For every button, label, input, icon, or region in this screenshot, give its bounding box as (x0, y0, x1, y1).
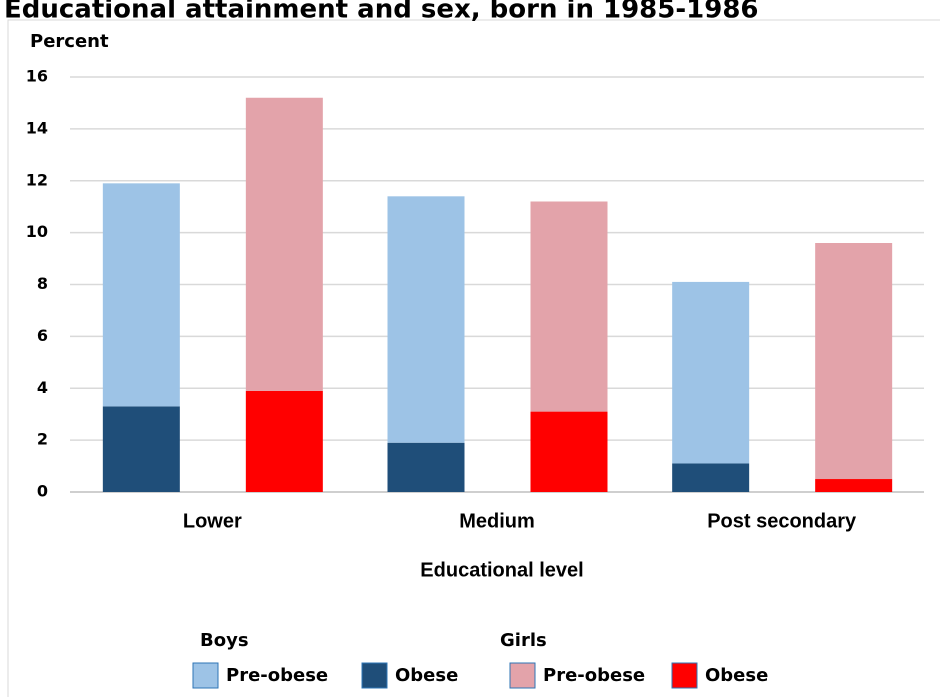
bar-segment (387, 196, 465, 443)
bar-segment (815, 243, 893, 480)
legend-label: Pre-obese (226, 665, 328, 686)
bar-segment (245, 97, 323, 391)
legend-label: Obese (395, 665, 458, 686)
legend-swatch (192, 662, 219, 689)
y-tick-label: 12 (26, 170, 48, 189)
legend-group-label: Girls (500, 630, 547, 651)
legend-label: Obese (705, 665, 768, 686)
bar-segment (530, 201, 608, 412)
y-tick-label: 14 (26, 118, 48, 137)
bar-segment (815, 479, 893, 492)
bar-segment (530, 411, 608, 492)
x-tick-label: Lower (183, 510, 242, 532)
bar-segment (387, 442, 465, 492)
bar-segment (672, 463, 750, 492)
y-tick-label: 6 (37, 326, 48, 345)
bar-segment (245, 390, 323, 492)
x-axis-label: Educational level (420, 559, 583, 581)
y-tick-label: 16 (26, 67, 48, 86)
y-tick-label: 10 (26, 222, 48, 241)
bar-segment (102, 183, 180, 407)
y-tick-label: 8 (37, 274, 48, 293)
y-tick-label: 4 (37, 378, 48, 397)
legend-swatch (509, 662, 536, 689)
legend-label: Pre-obese (543, 665, 645, 686)
bar-segment (102, 406, 180, 492)
legend-swatch (361, 662, 388, 689)
y-tick-label: 2 (37, 430, 48, 449)
chart-title: Educational attainment and sex, born in … (4, 0, 759, 25)
x-tick-label: Post secondary (707, 510, 857, 532)
legend-swatch (671, 662, 698, 689)
y-axis-label: Percent (30, 31, 109, 52)
legend-group-label: Boys (200, 630, 249, 651)
y-tick-label: 0 (37, 482, 48, 501)
x-tick-label: Medium (459, 510, 535, 532)
bar-segment (672, 281, 750, 464)
